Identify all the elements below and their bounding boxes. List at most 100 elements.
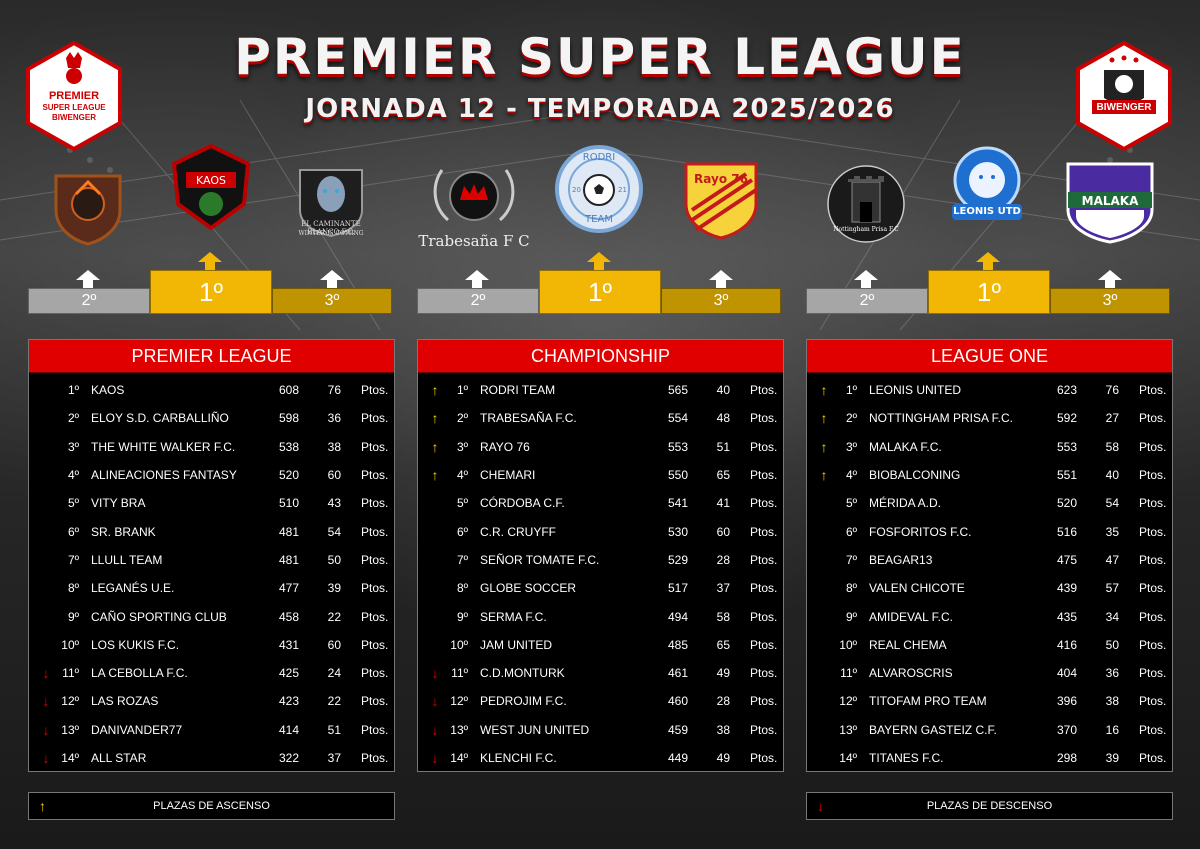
round-points: 76 xyxy=(1105,383,1119,398)
points-unit: Ptos. xyxy=(750,383,778,398)
table-row: ↓ 12º LAS ROZAS 423 22 Ptos. xyxy=(29,687,394,715)
team-name: RAYO 76 xyxy=(480,439,530,454)
points-unit: Ptos. xyxy=(1139,722,1167,737)
total-points: 322 xyxy=(278,751,299,765)
team-name: LEGANÉS U.E. xyxy=(91,581,175,596)
team-name: ALINEACIONES FANTASY xyxy=(91,468,237,483)
table-row: 10º JAM UNITED 485 65 Ptos. xyxy=(418,631,783,659)
points-unit: Ptos. xyxy=(750,552,778,567)
podium-first: 1º xyxy=(539,270,661,314)
team-name: SR. BRANK xyxy=(91,524,156,539)
position: 14º xyxy=(450,751,468,765)
round-points: 43 xyxy=(327,496,341,511)
total-points: 553 xyxy=(1056,439,1077,454)
rodri-team-ball-icon: RODRI TEAM 20 21 xyxy=(554,144,644,234)
table-row: 3º THE WHITE WALKER F.C. 538 38 Ptos. xyxy=(29,433,394,461)
team-name: TITANES F.C. xyxy=(869,751,944,765)
table-row: 2º ELOY S.D. CARBALLIÑO 598 36 Ptos. xyxy=(29,404,394,432)
table-row: 8º GLOBE SOCCER 517 37 Ptos. xyxy=(418,574,783,602)
arrow-up-icon xyxy=(587,252,611,272)
total-points: 298 xyxy=(1056,751,1077,765)
table-row: ↓ 14º KLENCHI F.C. 449 49 Ptos. xyxy=(418,744,783,772)
table-row: ↓ 11º C.D.MONTURK 461 49 Ptos. xyxy=(418,659,783,687)
team-name: C.R. CRUYFF xyxy=(480,524,556,539)
total-points: 439 xyxy=(1056,581,1077,596)
arrow-down-icon: ↓ xyxy=(42,665,50,682)
round-points: 60 xyxy=(327,637,341,652)
team-name: THE WHITE WALKER F.C. xyxy=(91,439,236,454)
points-unit: Ptos. xyxy=(750,666,778,681)
team-name: DANIVANDER77 xyxy=(91,722,183,737)
biwenger-logo: BIWENGER xyxy=(1074,40,1174,152)
round-points: 39 xyxy=(327,581,341,596)
arrow-up-icon xyxy=(76,270,100,290)
points-unit: Ptos. xyxy=(361,609,389,624)
points-unit: Ptos. xyxy=(1139,751,1167,765)
team-name: LOS KUKIS F.C. xyxy=(91,637,180,652)
total-points: 517 xyxy=(667,581,688,596)
total-points: 425 xyxy=(278,666,299,681)
table-row: ↑ 2º NOTTINGHAM PRISA F.C. 592 27 Ptos. xyxy=(807,404,1172,432)
points-unit: Ptos. xyxy=(361,468,389,483)
team-name: TITOFAM PRO TEAM xyxy=(869,694,987,709)
points-unit: Ptos. xyxy=(361,637,389,652)
round-points: 49 xyxy=(716,666,730,681)
team-name: ELOY S.D. CARBALLIÑO xyxy=(91,411,229,426)
legend-relegation-label: PLAZAS DE DESCENSO xyxy=(926,800,1053,812)
team-name: AMIDEVAL F.C. xyxy=(869,609,954,624)
points-unit: Ptos. xyxy=(361,581,389,596)
table-row: 1º KAOS 608 76 Ptos. xyxy=(29,376,394,404)
round-points: 24 xyxy=(327,666,341,681)
points-unit: Ptos. xyxy=(750,524,778,539)
arrow-up-icon: ↑ xyxy=(820,382,828,399)
arrow-up-icon: ↑ xyxy=(820,467,828,484)
position: 14º xyxy=(61,751,79,765)
points-unit: Ptos. xyxy=(1139,496,1167,511)
arrow-up-icon: ↑ xyxy=(820,410,828,427)
dark-warrior-crest-icon xyxy=(46,164,130,248)
points-unit: Ptos. xyxy=(1139,637,1167,652)
team-name: ALVAROSCRIS xyxy=(869,666,953,681)
total-points: 459 xyxy=(667,722,688,737)
arrow-up-icon xyxy=(465,270,489,290)
league-title: PREMIER LEAGUE xyxy=(29,340,394,373)
team-name: CHEMARI xyxy=(480,468,536,483)
table-row: 12º TITOFAM PRO TEAM 396 38 Ptos. xyxy=(807,687,1172,715)
position: 7º xyxy=(456,552,468,567)
position: 11º xyxy=(840,666,857,681)
table-row: 9º SERMA F.C. 494 58 Ptos. xyxy=(418,602,783,630)
team-name: GLOBE SOCCER xyxy=(480,581,577,596)
total-points: 529 xyxy=(667,552,688,567)
arrow-down-icon: ↓ xyxy=(42,750,50,766)
table-row: ↓ 14º ALL STAR 322 37 Ptos. xyxy=(29,744,394,772)
team-name: LLULL TEAM xyxy=(91,552,163,567)
team-name: C.D.MONTURK xyxy=(480,666,565,681)
podium-third: 3º xyxy=(1050,288,1170,314)
team-name: BAYERN GASTEIZ C.F. xyxy=(869,722,997,737)
position: 8º xyxy=(67,581,79,596)
points-unit: Ptos. xyxy=(750,694,778,709)
position: 8º xyxy=(845,581,857,596)
team-name: CÓRDOBA C.F. xyxy=(480,496,565,511)
rayo76-shield-icon: Rayo 76 xyxy=(682,160,760,240)
team-name: FOSFORITOS F.C. xyxy=(869,524,972,539)
position: 9º xyxy=(67,609,79,624)
arrow-up-icon: ↑ xyxy=(820,438,828,455)
round-points: 65 xyxy=(716,468,730,483)
position: 7º xyxy=(845,552,857,567)
table-row: 8º LEGANÉS U.E. 477 39 Ptos. xyxy=(29,574,394,602)
table-row: 13º BAYERN GASTEIZ C.F. 370 16 Ptos. xyxy=(807,716,1172,744)
table-row: ↓ 12º PEDROJIM F.C. 460 28 Ptos. xyxy=(418,687,783,715)
table-row: 9º CAÑO SPORTING CLUB 458 22 Ptos. xyxy=(29,602,394,630)
team-name: CAÑO SPORTING CLUB xyxy=(91,609,227,624)
team-name: LAS ROZAS xyxy=(91,694,159,709)
white-walker-motto: WINTER IS COMING xyxy=(298,230,364,237)
arrow-down-icon: ↓ xyxy=(817,798,824,814)
round-points: 35 xyxy=(1105,524,1119,539)
position: 2º xyxy=(67,411,79,426)
rodri-text-bottom: TEAM xyxy=(585,214,613,225)
points-unit: Ptos. xyxy=(1139,468,1167,483)
table-premier-league: PREMIER LEAGUE 1º KAOS 608 76 Ptos. 2º ELOY S.… xyxy=(28,339,395,772)
table-row: 6º FOSFORITOS F.C. 516 35 Ptos. xyxy=(807,517,1172,545)
round-points: 34 xyxy=(1105,609,1119,624)
